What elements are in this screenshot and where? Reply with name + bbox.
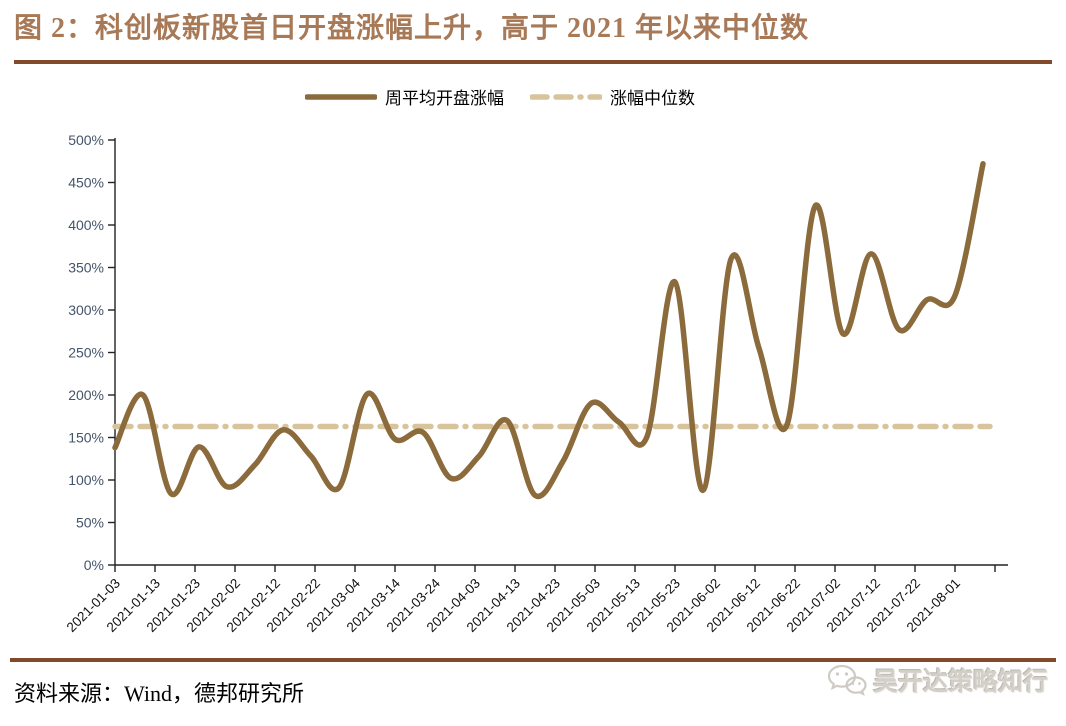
watermark: 吴开达策略知行 — [827, 662, 1048, 698]
figure-title: 图 2：科创板新股首日开盘涨幅上升，高于 2021 年以来中位数 — [14, 13, 810, 44]
legend-label: 涨幅中位数 — [610, 89, 695, 108]
y-tick-label: 500% — [68, 132, 104, 148]
y-tick-label: 100% — [68, 472, 104, 488]
y-tick-label: 200% — [68, 387, 104, 403]
y-tick-label: 350% — [68, 260, 104, 276]
y-tick-label: 400% — [68, 217, 104, 233]
y-tick-label: 50% — [76, 515, 104, 531]
y-tick-label: 300% — [68, 302, 104, 318]
y-tick-label: 0% — [84, 557, 104, 573]
chart-legend: 周平均开盘涨幅 涨幅中位数 — [0, 84, 1000, 109]
y-tick-label: 450% — [68, 175, 104, 191]
title-divider — [14, 60, 1052, 64]
series-line — [112, 161, 986, 500]
solid-line-swatch — [305, 93, 377, 100]
legend-item-1: 涨幅中位数 — [530, 84, 695, 109]
legend-label: 周平均开盘涨幅 — [385, 89, 504, 108]
y-tick-label: 250% — [68, 345, 104, 361]
source-note: 资料来源：Wind，德邦研究所 — [14, 681, 304, 706]
wechat-icon — [827, 664, 867, 696]
legend-item-0: 周平均开盘涨幅 — [305, 84, 504, 109]
y-tick-label: 150% — [68, 430, 104, 446]
footer-divider — [10, 658, 1056, 662]
watermark-text: 吴开达策略知行 — [872, 669, 1048, 696]
dashed-line-swatch — [530, 93, 602, 100]
